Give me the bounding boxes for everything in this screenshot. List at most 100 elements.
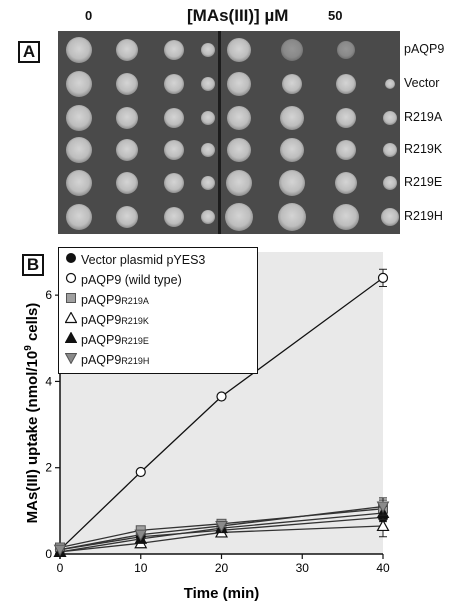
legend-label-subscript: R219K [121, 316, 149, 326]
colony-spot [164, 40, 184, 60]
legend-label-subscript: R219A [121, 296, 149, 306]
panel-a-label: A [18, 41, 40, 63]
colony-spot [201, 176, 215, 190]
colony-spot [279, 170, 305, 196]
colony-spot [66, 170, 92, 196]
legend-label-subscript: R219H [121, 356, 150, 366]
colony-spot [164, 74, 184, 94]
colony-spot [336, 108, 356, 128]
colony-spot [116, 206, 138, 228]
legend-item: pAQP9 R219A [65, 292, 149, 307]
data-point [376, 519, 390, 532]
colony-spot [164, 207, 184, 227]
colony-spot [116, 107, 138, 129]
colony-spot [66, 137, 92, 163]
plate-background [58, 31, 400, 234]
colony-spot [201, 210, 215, 224]
colony-spot [201, 77, 215, 91]
colony-spot [381, 208, 399, 226]
colony-spot [282, 74, 302, 94]
x-axis-label: Time (min) [184, 585, 260, 602]
colony-spot [116, 73, 138, 95]
colony-spot [337, 41, 355, 59]
legend-item: pAQP9 R219K [64, 311, 149, 327]
legend-label: Vector plasmid pYES3 [81, 253, 206, 267]
x-tick-label: 10 [134, 561, 148, 575]
legend-label: pAQP9 (wild type) [81, 273, 182, 287]
x-tick-label: 30 [296, 561, 310, 575]
panel-a-title-unit: µM [264, 6, 289, 25]
colony-spot [227, 106, 251, 130]
series-line [59, 525, 384, 553]
colony-spot [281, 39, 303, 61]
y-tick-label: 0 [45, 547, 52, 561]
colony-spot [164, 140, 184, 160]
x-tick-label: 20 [215, 561, 229, 575]
x-tick-label: 0 [57, 561, 64, 575]
legend-label: pAQP9 [81, 293, 122, 307]
panel-b-label: B [22, 254, 44, 276]
panel-a-title: [MAs(III)] µM [187, 6, 288, 26]
panel-a-title-text: [MAs(III)] [187, 6, 265, 25]
legend-marker [64, 311, 81, 327]
colony-spot [226, 170, 252, 196]
colony-spot [333, 204, 359, 230]
data-point [134, 529, 148, 542]
concentration-fifty-label: 50 [328, 8, 343, 23]
colony-spot [227, 138, 251, 162]
y-tick-label: 6 [45, 288, 52, 302]
y-axis-label: MAs(III) uptake (nmol/109 cells) [23, 303, 41, 524]
strain-label: R219E [404, 175, 443, 189]
strain-label: Vector [404, 76, 440, 90]
plate-divider [218, 31, 221, 234]
yeast-plate-image [58, 31, 400, 234]
colony-spot [164, 173, 184, 193]
colony-spot [280, 106, 304, 130]
strain-label: R219H [404, 209, 443, 223]
colony-spot [335, 172, 357, 194]
legend-marker [65, 292, 81, 307]
data-point [135, 466, 146, 478]
colony-spot [116, 172, 138, 194]
y-tick-label: 2 [45, 461, 52, 475]
colony-spot [225, 203, 253, 231]
colony-spot [66, 204, 92, 230]
colony-spot [227, 38, 251, 62]
x-tick-label: 40 [376, 561, 390, 575]
colony-spot [336, 140, 356, 160]
legend-label: pAQP9 [81, 353, 122, 367]
colony-spot [66, 71, 92, 97]
colony-spot [383, 176, 397, 190]
colony-spot [201, 111, 215, 125]
legend-marker [65, 252, 81, 267]
colony-spot [278, 203, 306, 231]
legend-marker [64, 331, 81, 347]
colony-spot [201, 143, 215, 157]
colony-spot [383, 111, 397, 125]
colony-spot [280, 138, 304, 162]
colony-spot [116, 139, 138, 161]
concentration-zero-label: 0 [85, 8, 93, 23]
series-5 [53, 497, 390, 557]
data-point [215, 520, 228, 533]
data-point [377, 272, 389, 283]
data-point [53, 544, 67, 557]
data-point [216, 391, 227, 402]
colony-spot [227, 72, 251, 96]
colony-spot [116, 39, 138, 61]
data-point [376, 501, 390, 514]
strain-label: R219K [404, 142, 443, 156]
legend-label: pAQP9 [81, 313, 122, 327]
series-line [59, 505, 384, 551]
y-tick-label: 4 [45, 374, 52, 388]
chart-legend: Vector plasmid pYES3 pAQP9 (wild type) pAQ… [58, 247, 258, 374]
legend-item: pAQP9 R219H [64, 352, 150, 367]
legend-label-subscript: R219E [121, 336, 149, 346]
strain-label: R219A [404, 110, 443, 124]
colony-spot [336, 74, 356, 94]
colony-spot [164, 108, 184, 128]
legend-marker [64, 352, 81, 367]
colony-spot [66, 105, 92, 131]
legend-item: pAQP9 (wild type) [65, 272, 182, 287]
legend-marker [65, 272, 81, 287]
